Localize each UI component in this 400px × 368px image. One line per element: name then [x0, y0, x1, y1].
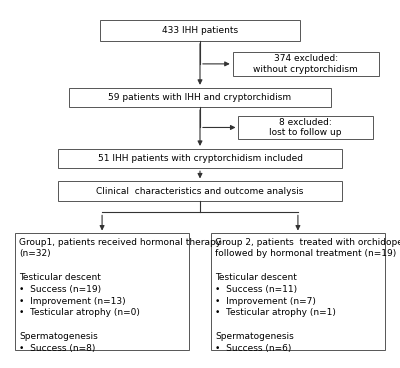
Text: 374 excluded:
without cryptorchidism: 374 excluded: without cryptorchidism	[253, 54, 358, 74]
Text: 59 patients with IHH and cryptorchidism: 59 patients with IHH and cryptorchidism	[108, 93, 292, 102]
Text: Group1, patients received hormonal therapy
(n=32)

Testicular descent
•  Success: Group1, patients received hormonal thera…	[19, 238, 222, 353]
FancyBboxPatch shape	[238, 116, 373, 139]
FancyBboxPatch shape	[100, 20, 300, 41]
FancyBboxPatch shape	[58, 181, 342, 201]
Text: 51 IHH patients with cryptorchidism included: 51 IHH patients with cryptorchidism incl…	[98, 154, 302, 163]
FancyBboxPatch shape	[70, 88, 330, 107]
Text: 8 excluded:
lost to follow up: 8 excluded: lost to follow up	[269, 118, 342, 137]
FancyBboxPatch shape	[210, 233, 385, 350]
Text: Clinical  characteristics and outcome analysis: Clinical characteristics and outcome ana…	[96, 187, 304, 195]
FancyBboxPatch shape	[233, 52, 378, 76]
Text: 433 IHH patients: 433 IHH patients	[162, 26, 238, 35]
Text: Group 2, patients  treated with orchidopexy
followed by hormonal treatment (n=19: Group 2, patients treated with orchidope…	[215, 238, 400, 353]
FancyBboxPatch shape	[58, 149, 342, 168]
FancyBboxPatch shape	[15, 233, 190, 350]
